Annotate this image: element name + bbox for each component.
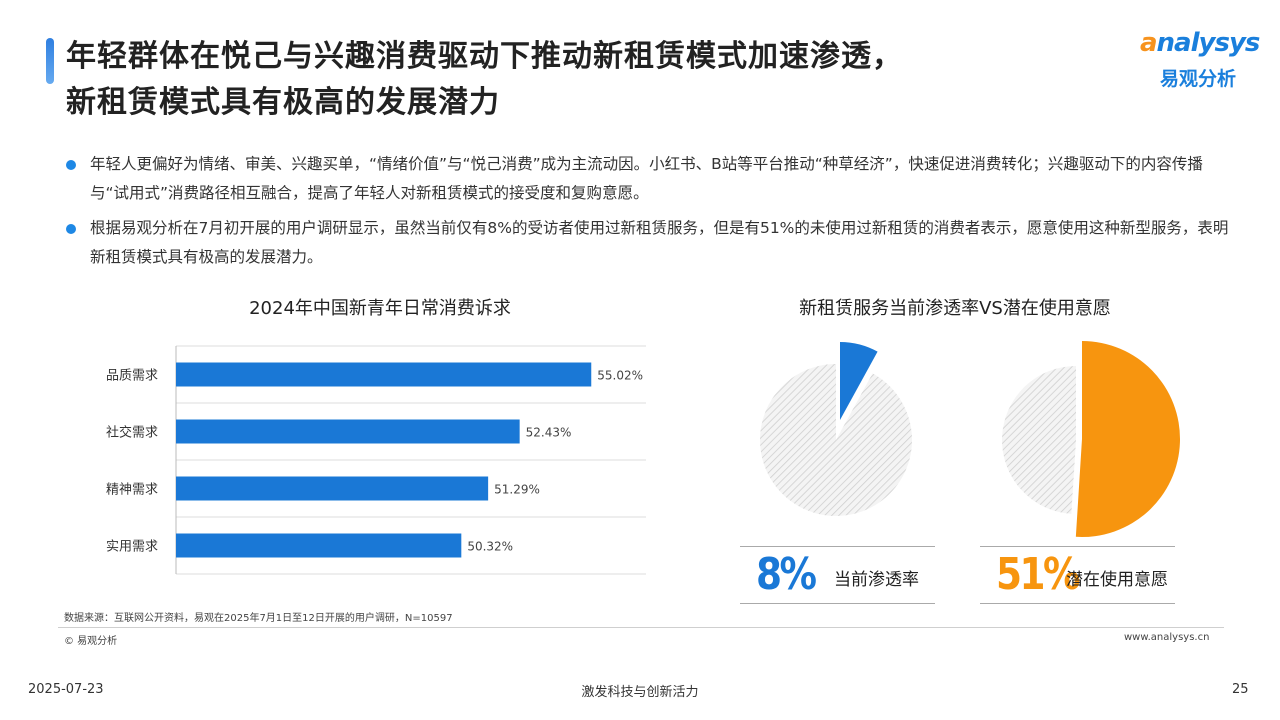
- bar: [176, 362, 592, 387]
- page-title-line-2: 新租赁模式具有极高的发展潜力: [66, 85, 500, 120]
- value-label: 51.29%: [494, 483, 540, 497]
- pie-remainder-slice: [1002, 366, 1076, 514]
- bullet-dot-icon: [66, 224, 76, 234]
- pie-chart-title: 新租赁服务当前渗透率VS潜在使用意愿: [799, 298, 1111, 319]
- copyright-text: © 易观分析: [64, 636, 118, 647]
- value-label: 50.32%: [467, 540, 513, 554]
- bar-chart-title: 2024年中国新青年日常消费诉求: [249, 298, 511, 319]
- stat-value: 51%: [996, 549, 1080, 600]
- footer-date: 2025-07-23: [28, 682, 104, 697]
- pie-value-slice: [1075, 341, 1180, 537]
- pie-current-penetration: [760, 342, 912, 516]
- bar-chart: 品质需求 55.02% 社交需求 52.43% 精神需求 51.29% 实用需求 50.32%: [106, 345, 646, 575]
- page-title-line-1: 年轻群体在悦己与兴趣消费驱动下推动新租赁模式加速渗透，: [66, 39, 903, 74]
- bullet-dot-icon: [66, 160, 76, 170]
- title-accent-bar: [46, 38, 54, 84]
- category-label: 实用需求: [106, 540, 158, 555]
- value-label: 55.02%: [597, 369, 643, 383]
- website-link: www.analysys.cn: [1124, 632, 1210, 643]
- pie-remainder-slice: [760, 364, 912, 516]
- logo-wordmark: analysys: [1140, 28, 1260, 58]
- data-source-note: 数据来源：互联网公开资料，易观在2025年7月1日至12日开展的用户调研，N=1…: [64, 613, 453, 624]
- category-label: 社交需求: [106, 425, 158, 441]
- footer-slogan: 激发科技与创新活力: [581, 685, 699, 700]
- category-label: 品质需求: [106, 369, 158, 384]
- stat-value: 8%: [756, 549, 817, 600]
- page-title: 年轻群体在悦己与兴趣消费驱动下推动新租赁模式加速渗透， 新租赁模式具有极高的发展…: [66, 34, 1126, 126]
- bar: [176, 419, 520, 444]
- bar: [176, 533, 462, 558]
- stat-current-penetration: 8% 当前渗透率: [740, 546, 935, 604]
- footer-divider: [58, 627, 1224, 628]
- bullet-list: 年轻人更偏好为情绪、审美、兴趣买单，“情绪价值”与“悦己消费”成为主流动因。小红…: [64, 150, 1234, 278]
- category-label: 精神需求: [106, 483, 158, 498]
- value-label: 52.43%: [526, 426, 572, 440]
- logo-chinese-name: 易观分析: [1160, 68, 1237, 90]
- pie-potential-willingness: [1002, 341, 1180, 537]
- bullet-item-2: 根据易观分析在7月初开展的用户调研显示，虽然当前仅有8%的受访者使用过新租赁服务…: [64, 214, 1234, 272]
- page-number: 25: [1232, 682, 1249, 697]
- bullet-item-1: 年轻人更偏好为情绪、审美、兴趣买单，“情绪价值”与“悦己消费”成为主流动因。小红…: [64, 150, 1234, 208]
- bar: [176, 476, 489, 501]
- stat-label: 当前渗透率: [834, 570, 919, 590]
- stat-potential-willingness: 51% 潜在使用意愿: [980, 546, 1175, 604]
- analysys-logo: analysys 易观分析: [1130, 28, 1260, 98]
- stat-label: 潜在使用意愿: [1066, 570, 1168, 590]
- pie-value-slice: [840, 342, 878, 420]
